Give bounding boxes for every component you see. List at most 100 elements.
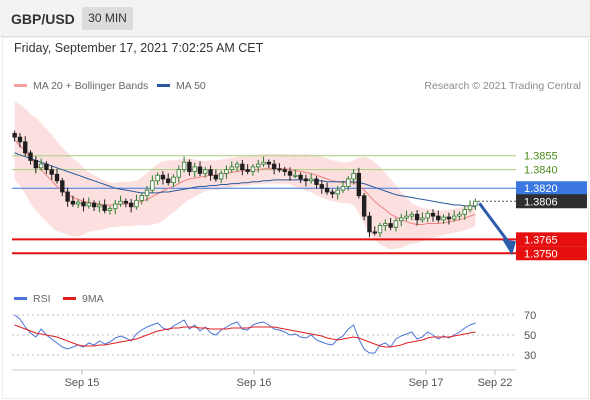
candle-body <box>171 176 176 184</box>
candle-body <box>404 215 409 219</box>
candle-body <box>414 213 420 221</box>
candle-body <box>28 152 33 161</box>
candle-body <box>446 216 452 220</box>
candle-body <box>451 215 457 220</box>
candle-body <box>213 174 219 180</box>
candle-body <box>308 178 314 182</box>
rsi-tick-50: 50 <box>524 330 536 342</box>
candle-body <box>430 212 436 217</box>
candle-body <box>351 172 356 180</box>
candle-body <box>271 163 277 170</box>
rsi-tick-70: 70 <box>524 310 536 322</box>
candle-body <box>383 223 388 226</box>
candle-body <box>425 212 430 219</box>
candle-body <box>261 161 266 165</box>
candle-body <box>399 217 404 222</box>
candle-body <box>330 191 335 195</box>
candle-body <box>102 204 107 211</box>
candle-body <box>118 200 123 205</box>
level-label-1.3750: 1.3750 <box>524 248 558 260</box>
candle-body <box>54 173 60 182</box>
level-label-1.3840: 1.3840 <box>524 165 558 177</box>
candle-body <box>250 166 256 172</box>
rsi-line <box>14 314 476 354</box>
candle-body <box>224 169 229 174</box>
candle-body <box>240 163 245 171</box>
candle-body <box>356 172 362 197</box>
rsi-swatch <box>14 296 27 300</box>
candle-body <box>160 174 166 180</box>
ma20-line <box>14 139 476 225</box>
candle-body <box>33 159 39 169</box>
candle-body <box>113 203 118 210</box>
x-tick-label-2: Sep 17 <box>409 377 444 389</box>
candle-body <box>86 202 91 207</box>
rsi-9ma-line <box>14 324 476 348</box>
level-label-bg-1.3765 <box>516 232 587 247</box>
candle-body <box>377 225 383 234</box>
top-bar: GBP/USD 30 MIN <box>0 0 590 37</box>
candle-body <box>70 200 76 205</box>
candle-body <box>340 185 346 191</box>
candle-body <box>218 172 224 180</box>
candle-body <box>176 169 182 178</box>
ma50-swatch <box>157 83 170 87</box>
candle-body <box>298 174 303 180</box>
candle-body <box>17 136 23 143</box>
candle-body <box>75 201 81 205</box>
candle-body <box>293 174 298 177</box>
candle-body <box>388 223 393 228</box>
candle-body <box>319 184 324 189</box>
candle-body <box>38 163 44 169</box>
legend-ma20: MA 20 + Bollinger Bands <box>14 80 148 92</box>
candle-body <box>181 161 187 171</box>
candle-body <box>229 166 234 171</box>
level-label-1.3820: 1.3820 <box>524 183 558 195</box>
candle-body <box>107 208 113 211</box>
candle-body <box>81 201 86 207</box>
candle-body <box>44 163 49 171</box>
rsi-tick-30: 30 <box>524 350 536 362</box>
candle-body <box>367 215 372 233</box>
candle-body <box>324 187 330 193</box>
candle-body <box>467 205 473 211</box>
level-label-bg-1.3820 <box>516 181 587 196</box>
candle-body <box>420 217 425 221</box>
legend-9ma-label: 9MA <box>82 293 104 305</box>
candle-body <box>361 195 367 217</box>
candle-body <box>65 191 70 202</box>
candle-body <box>123 200 129 204</box>
candle-body <box>150 180 155 191</box>
x-tick-label-1: Sep 16 <box>237 377 272 389</box>
candle-body <box>60 180 65 193</box>
candle-body <box>49 169 54 175</box>
candle-body <box>346 178 351 187</box>
projection-arrow-head <box>502 239 516 256</box>
legend-rsi: RSI <box>14 293 51 305</box>
ma50-line <box>14 152 476 208</box>
candle-body <box>197 166 203 174</box>
legend-ma50: MA 50 <box>157 80 206 92</box>
candle-body <box>134 199 139 208</box>
ma9-swatch <box>63 296 76 300</box>
candle-body <box>372 231 377 234</box>
ma20-swatch <box>14 83 27 87</box>
candle-body <box>303 178 309 182</box>
level-label-1.3806: 1.3806 <box>524 196 558 208</box>
candle-body <box>139 195 144 201</box>
candle-body <box>266 161 272 165</box>
candle-body <box>441 216 446 221</box>
candle-body <box>462 209 467 215</box>
legend-9ma: 9MA <box>63 293 104 305</box>
instrument-title: GBP/USD <box>11 11 75 27</box>
bollinger-band <box>14 100 476 250</box>
candle-body <box>282 169 287 172</box>
candle-body <box>234 163 240 168</box>
candle-body <box>409 213 415 217</box>
candle-body <box>12 133 17 138</box>
candle-body <box>473 200 478 207</box>
timeframe-button[interactable]: 30 MIN <box>82 7 133 30</box>
x-tick-label-0: Sep 15 <box>65 377 100 389</box>
candle-body <box>208 169 213 176</box>
